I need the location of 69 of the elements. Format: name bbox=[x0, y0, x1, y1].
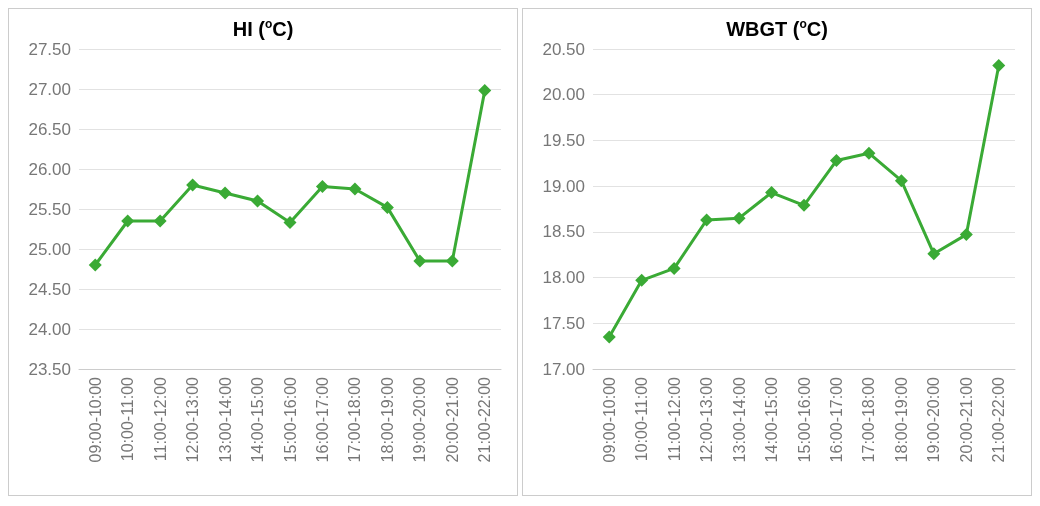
x-tick-label: 17:00-18:00 bbox=[860, 376, 878, 463]
point bbox=[380, 200, 394, 214]
x-tick-label: 18:00-19:00 bbox=[378, 376, 396, 463]
x-tick-label: 13:00-14:00 bbox=[730, 376, 748, 463]
point bbox=[862, 146, 876, 160]
y-tick-label: 18.50 bbox=[542, 222, 585, 242]
point bbox=[602, 330, 616, 344]
y-tick-label: 27.00 bbox=[28, 79, 71, 99]
x-tick-label: 15:00-16:00 bbox=[795, 376, 813, 463]
x-tick-label: 14:00-15:00 bbox=[249, 376, 267, 463]
x-tick-label: 11:00-12:00 bbox=[665, 376, 683, 462]
x-tick-label: 20:00-21:00 bbox=[443, 376, 461, 463]
point bbox=[992, 58, 1006, 72]
x-tick-label: 13:00-14:00 bbox=[216, 376, 234, 463]
x-tick-label: 10:00-11:00 bbox=[119, 376, 137, 462]
x-tick-label: 11:00-12:00 bbox=[151, 376, 169, 462]
y-tick-label: 24.50 bbox=[28, 279, 71, 299]
x-tick-label: 10:00-11:00 bbox=[633, 376, 651, 462]
point bbox=[894, 174, 908, 188]
y-tick-label: 19.00 bbox=[542, 176, 585, 196]
y-tick-label: 19.50 bbox=[542, 130, 585, 150]
point bbox=[218, 186, 232, 200]
point bbox=[186, 178, 200, 192]
point bbox=[348, 182, 362, 196]
y-tick-label: 18.00 bbox=[542, 268, 585, 288]
point bbox=[478, 84, 492, 98]
x-tick-label: 12:00-13:00 bbox=[184, 376, 202, 463]
x-tick-label: 16:00-17:00 bbox=[827, 376, 845, 463]
x-tick-label: 21:00-22:00 bbox=[990, 376, 1008, 463]
point bbox=[667, 261, 681, 275]
point bbox=[121, 214, 135, 228]
x-tick-label: 20:00-21:00 bbox=[957, 376, 975, 463]
x-tick-label: 12:00-13:00 bbox=[698, 376, 716, 463]
point bbox=[153, 214, 167, 228]
point bbox=[959, 228, 973, 242]
y-tick-label: 17.00 bbox=[542, 359, 585, 379]
x-tick-label: 18:00-19:00 bbox=[892, 376, 910, 463]
x-tick-label: 19:00-20:00 bbox=[925, 376, 943, 463]
point bbox=[927, 247, 941, 261]
y-tick-label: 24.00 bbox=[28, 319, 71, 339]
y-tick-label: 23.50 bbox=[28, 359, 71, 379]
point bbox=[445, 254, 459, 268]
x-tick-label: 16:00-17:00 bbox=[313, 376, 331, 463]
x-tick-label: 14:00-15:00 bbox=[763, 376, 781, 463]
y-tick-label: 17.50 bbox=[542, 313, 585, 333]
point bbox=[829, 154, 843, 168]
point bbox=[283, 216, 297, 230]
x-tick-label: 09:00-10:00 bbox=[600, 376, 618, 463]
point bbox=[315, 180, 329, 194]
y-tick-label: 25.00 bbox=[28, 239, 71, 259]
y-tick-label: 27.50 bbox=[28, 39, 71, 59]
point bbox=[765, 186, 779, 200]
x-tick-label: 21:00-22:00 bbox=[476, 376, 494, 463]
point bbox=[251, 194, 265, 208]
point bbox=[635, 273, 649, 287]
point bbox=[732, 211, 746, 225]
y-tick-label: 26.50 bbox=[28, 119, 71, 139]
point bbox=[413, 254, 427, 268]
y-tick-label: 20.50 bbox=[542, 39, 585, 59]
point bbox=[88, 258, 102, 272]
y-tick-label: 26.00 bbox=[28, 159, 71, 179]
y-tick-label: 25.50 bbox=[28, 199, 71, 219]
x-tick-label: 17:00-18:00 bbox=[346, 376, 364, 463]
x-tick-label: 19:00-20:00 bbox=[411, 376, 429, 463]
x-tick-label: 15:00-16:00 bbox=[281, 376, 299, 463]
y-tick-label: 20.00 bbox=[542, 85, 585, 105]
point bbox=[797, 198, 811, 212]
x-tick-label: 09:00-10:00 bbox=[86, 376, 104, 463]
point bbox=[700, 213, 714, 227]
